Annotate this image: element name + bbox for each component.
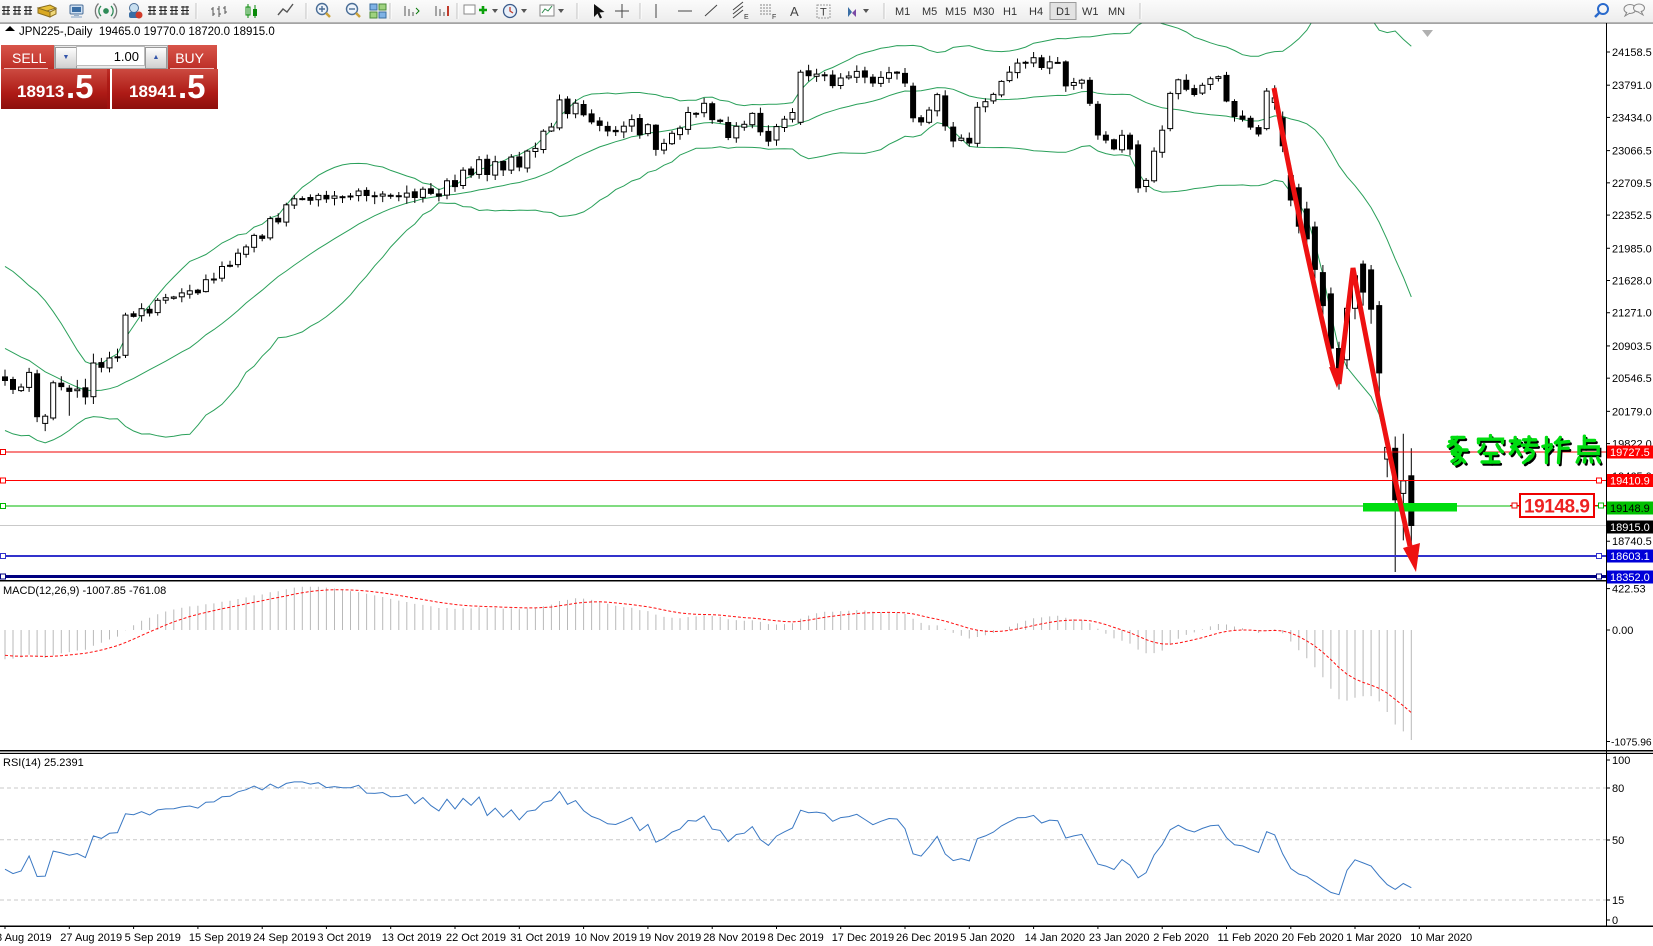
svg-text:15: 15 <box>1612 895 1624 907</box>
svg-text:50: 50 <box>1612 835 1624 847</box>
svg-text:RSI(14) 25.2391: RSI(14) 25.2391 <box>3 757 84 769</box>
svg-text:422.53: 422.53 <box>1612 584 1646 596</box>
svg-text:31 Oct 2019: 31 Oct 2019 <box>510 932 570 944</box>
svg-text:23066.5: 23066.5 <box>1612 146 1652 158</box>
svg-text:26 Dec 2019: 26 Dec 2019 <box>896 932 958 944</box>
svg-text:24 Sep 2019: 24 Sep 2019 <box>253 932 315 944</box>
svg-text:28 Nov 2019: 28 Nov 2019 <box>703 932 765 944</box>
svg-text:17 Dec 2019: 17 Dec 2019 <box>832 932 894 944</box>
svg-text:23 Jan 2020: 23 Jan 2020 <box>1089 932 1150 944</box>
svg-text:19148.9: 19148.9 <box>1610 503 1650 515</box>
svg-text:10 Nov 2019: 10 Nov 2019 <box>575 932 637 944</box>
svg-text:21985.0: 21985.0 <box>1612 243 1652 255</box>
svg-text:MACD(12,26,9) -1007.85 -761.08: MACD(12,26,9) -1007.85 -761.08 <box>3 585 166 597</box>
svg-text:20546.5: 20546.5 <box>1612 373 1652 385</box>
svg-text:13 Oct 2019: 13 Oct 2019 <box>382 932 442 944</box>
svg-text:D1: D1 <box>1056 6 1070 18</box>
svg-text:20179.0: 20179.0 <box>1612 406 1652 418</box>
svg-text:14 Jan 2020: 14 Jan 2020 <box>1025 932 1086 944</box>
svg-text:22352.5: 22352.5 <box>1612 210 1652 222</box>
svg-text:19148.9: 19148.9 <box>1524 497 1590 518</box>
svg-text:24158.5: 24158.5 <box>1612 47 1652 59</box>
svg-text:10 Mar 2020: 10 Mar 2020 <box>1410 932 1472 944</box>
svg-text:18603.1: 18603.1 <box>1610 551 1650 563</box>
svg-text:27 Aug 2019: 27 Aug 2019 <box>60 932 122 944</box>
svg-text:20 Feb 2020: 20 Feb 2020 <box>1282 932 1344 944</box>
svg-text:100: 100 <box>1612 755 1630 767</box>
svg-text:22 Oct 2019: 22 Oct 2019 <box>446 932 506 944</box>
svg-text:80: 80 <box>1612 783 1624 795</box>
svg-text:-1075.96: -1075.96 <box>1611 738 1652 749</box>
svg-text:21628.0: 21628.0 <box>1612 276 1652 288</box>
svg-text:8 Dec 2019: 8 Dec 2019 <box>768 932 824 944</box>
svg-text:11 Feb 2020: 11 Feb 2020 <box>1218 932 1279 944</box>
svg-text:19 Nov 2019: 19 Nov 2019 <box>639 932 701 944</box>
svg-text:M15: M15 <box>945 6 966 18</box>
svg-text:0.00: 0.00 <box>1612 625 1633 637</box>
svg-text:18352.0: 18352.0 <box>1610 572 1650 584</box>
svg-text:JPN225-,Daily 19465.0 19770.0: JPN225-,Daily 19465.0 19770.0 18720.0 18… <box>19 26 275 38</box>
svg-text:M30: M30 <box>973 6 994 18</box>
svg-text:18740.5: 18740.5 <box>1612 536 1652 548</box>
svg-text:8 Aug 2019: 8 Aug 2019 <box>0 932 52 944</box>
svg-text:H1: H1 <box>1003 6 1017 18</box>
svg-text:20903.5: 20903.5 <box>1612 341 1652 353</box>
svg-text:T: T <box>820 7 827 19</box>
svg-text:MN: MN <box>1108 6 1125 18</box>
svg-text:F: F <box>772 14 776 21</box>
svg-text:19410.9: 19410.9 <box>1610 476 1650 488</box>
svg-text:E: E <box>744 14 749 21</box>
svg-text:22709.5: 22709.5 <box>1612 178 1652 190</box>
svg-text:M1: M1 <box>895 6 910 18</box>
svg-text:18915.0: 18915.0 <box>1610 522 1650 534</box>
svg-text:23434.0: 23434.0 <box>1612 112 1652 124</box>
svg-text:19727.5: 19727.5 <box>1610 447 1650 459</box>
svg-text:A: A <box>790 4 799 19</box>
svg-text:2 Feb 2020: 2 Feb 2020 <box>1153 932 1209 944</box>
svg-text:5 Sep 2019: 5 Sep 2019 <box>125 932 181 944</box>
svg-text:23791.0: 23791.0 <box>1612 80 1652 92</box>
svg-text:1 Mar 2020: 1 Mar 2020 <box>1346 932 1402 944</box>
svg-text:3 Oct 2019: 3 Oct 2019 <box>317 932 371 944</box>
svg-text:0: 0 <box>1612 915 1618 927</box>
svg-text:H4: H4 <box>1029 6 1043 18</box>
svg-text:21271.0: 21271.0 <box>1612 308 1652 320</box>
svg-text:M5: M5 <box>922 6 937 18</box>
svg-text:15 Sep 2019: 15 Sep 2019 <box>189 932 251 944</box>
svg-text:W1: W1 <box>1082 6 1099 18</box>
svg-text:5 Jan 2020: 5 Jan 2020 <box>960 932 1014 944</box>
